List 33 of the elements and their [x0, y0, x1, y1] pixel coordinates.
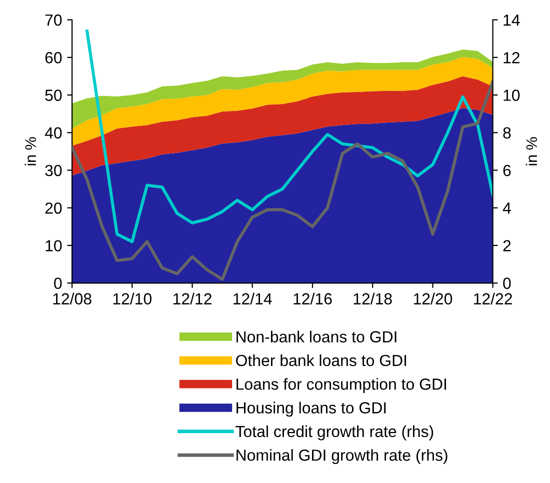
x-tick-label: 12/10	[113, 292, 152, 304]
y-tick-label: 40	[44, 127, 62, 139]
y2-tick-label: 6	[503, 164, 511, 176]
legend-label: Housing loans to GDI	[236, 402, 386, 417]
y2-tick-label: 14	[504, 14, 520, 26]
y2-axis-title: in %	[526, 137, 538, 166]
y2-tick-label: 2	[503, 240, 511, 252]
y2-tick-label: 4	[502, 202, 511, 214]
y-tick-label: 30	[45, 164, 62, 176]
x-tick-label: 12/12	[174, 292, 212, 304]
x-tick-label: 12/22	[474, 292, 512, 304]
x-tick-label: 12/16	[294, 292, 332, 304]
y-tick-label: 60	[45, 52, 62, 64]
y-tick-label: 0	[54, 278, 62, 289]
x-tick-label: 12/20	[414, 292, 452, 304]
y2-tick-label: 8	[503, 127, 511, 139]
x-tick-label: 12/08	[53, 292, 92, 304]
x-tick-label: 12/18	[354, 292, 392, 304]
y-tick-label: 70	[45, 14, 62, 26]
legend-label: Loans for consumption to GDI	[236, 378, 446, 393]
legend-label: Nominal GDI growth rate (rhs)	[236, 449, 448, 464]
legend-label: Total credit growth rate (rhs)	[236, 425, 434, 440]
legend-label: Other bank loans to GDI	[236, 354, 406, 366]
y-tick-label: 20	[45, 202, 62, 214]
y-tick-label: 10	[46, 240, 62, 252]
y-tick-label: 50	[45, 90, 62, 101]
y2-tick-label: 0	[503, 278, 511, 289]
y2-tick-label: 12	[504, 52, 520, 64]
y-axis-title: in %	[24, 137, 36, 166]
y2-tick-label: 10	[504, 90, 520, 101]
legend-label: Non-bank loans to GDI	[236, 330, 396, 342]
line-series	[85, 30, 493, 244]
x-tick-label: 12/14	[234, 292, 272, 304]
